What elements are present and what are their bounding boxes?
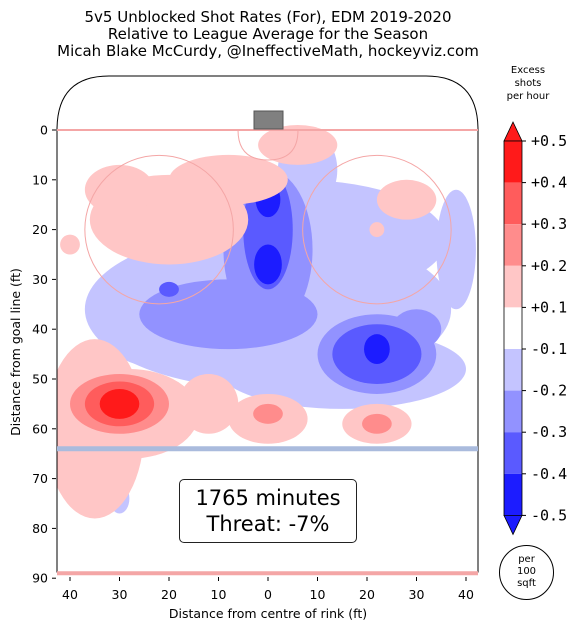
colorbar-tick-label: +0.3 (531, 215, 567, 233)
heat-cell (362, 413, 392, 434)
colorbar-segment (504, 307, 522, 349)
heat-cell (169, 154, 288, 205)
y-tick-label: 20 (32, 222, 48, 237)
x-axis-label: Distance from centre of rink (ft) (169, 606, 367, 621)
goal-net (253, 110, 284, 130)
crease (237, 129, 299, 161)
y-tick-label: 70 (32, 471, 48, 486)
y-tick-label: 50 (32, 372, 48, 387)
x-tick-label: 40 (62, 587, 78, 602)
colorbar-segment (504, 141, 522, 183)
chart-credit: Micah Blake McCurdy, @IneffectiveMath, h… (57, 42, 479, 60)
heat-cell (254, 244, 282, 285)
heat-cell (253, 403, 283, 424)
colorbar-tick-label: -0.3 (531, 423, 567, 441)
x-tick-label: 20 (359, 587, 375, 602)
threat-text: Threat: -7% (206, 512, 330, 536)
colorbar-segment (504, 182, 522, 225)
chart-subtitle: Relative to League Average for the Seaso… (107, 25, 429, 43)
units-line2: 100 (516, 566, 537, 577)
y-tick-label: 0 (40, 123, 48, 138)
units-line3: sqft (517, 578, 536, 589)
heat-cell (139, 279, 318, 350)
rink-lines (56, 75, 479, 576)
colorbar-tick-label: +0.2 (531, 257, 567, 275)
heat-cell (364, 334, 390, 365)
x-tick-label: 30 (112, 587, 128, 602)
y-tick-label: 40 (32, 322, 48, 337)
faceoff-circle-left (84, 154, 234, 305)
summary-box: 1765 minutes Threat: -7% (179, 479, 357, 543)
colorbar-title-line2: shots (514, 78, 542, 89)
colorbar-segment (504, 390, 522, 433)
y-tick-label: 60 (32, 421, 48, 436)
y-tick-label: 90 (32, 571, 48, 586)
heat-cell (159, 281, 179, 297)
x-tick-label: 40 (458, 587, 474, 602)
chart-title: 5v5 Unblocked Shot Rates (For), EDM 2019… (84, 8, 452, 26)
heat-cell (149, 224, 170, 245)
colorbar-tick-label: +0.5 (531, 132, 567, 150)
colorbar-segment (504, 265, 522, 308)
y-tick-label: 10 (32, 172, 48, 187)
x-tick-label: 20 (161, 587, 177, 602)
heat-cell (60, 234, 80, 255)
colorbar-tick-label: -0.4 (531, 465, 567, 483)
x-tick-label: 0 (264, 587, 272, 602)
x-tick-label: 10 (211, 587, 227, 602)
colorbar-title-line1: Excess (510, 65, 546, 76)
colorbar-top-arrow (503, 121, 523, 142)
x-tick-label: 10 (310, 587, 326, 602)
colorbar: +0.5 +0.4 +0.3 +0.2 +0.1 -0.1 -0.2 -0.3 -0.4 -0.5 (503, 121, 567, 536)
colorbar-tick-label: -0.2 (531, 382, 567, 400)
heat-cell (258, 125, 338, 165)
heat-cell (99, 388, 140, 419)
axes: 40 30 20 10 0 10 20 30 40 0 10 20 30 40 50 60 70 80 90 Dist… (8, 123, 474, 622)
colorbar-tick-label: +0.4 (531, 174, 567, 192)
heat-cell (84, 164, 155, 215)
heat-cell (369, 222, 385, 238)
heatmap-layer (57, 125, 476, 519)
colorbar-tick-label: -0.1 (531, 340, 567, 358)
x-tick-label: 30 (409, 587, 425, 602)
y-tick-label: 30 (32, 272, 48, 287)
colorbar-tick-label: -0.5 (531, 506, 567, 524)
y-tick-label: 80 (32, 521, 48, 536)
minutes-text: 1765 minutes (195, 486, 341, 510)
colorbar-segment (504, 473, 522, 516)
colorbar-segment (504, 224, 522, 266)
heat-cell (376, 179, 437, 220)
rink-boards (56, 75, 479, 573)
colorbar-segment (504, 432, 522, 474)
heat-cell (436, 189, 476, 310)
heat-cell (178, 374, 239, 434)
colorbar-bottom-arrow (503, 515, 523, 536)
units-badge: per 100 sqft (499, 545, 554, 600)
colorbar-segment (504, 349, 522, 391)
faceoff-circle-right (302, 154, 452, 305)
units-line1: per (518, 554, 535, 565)
colorbar-tick-label: +0.1 (531, 298, 567, 316)
y-axis-label: Distance from goal line (ft) (8, 268, 23, 436)
colorbar-title-line3: per hour (506, 91, 550, 102)
